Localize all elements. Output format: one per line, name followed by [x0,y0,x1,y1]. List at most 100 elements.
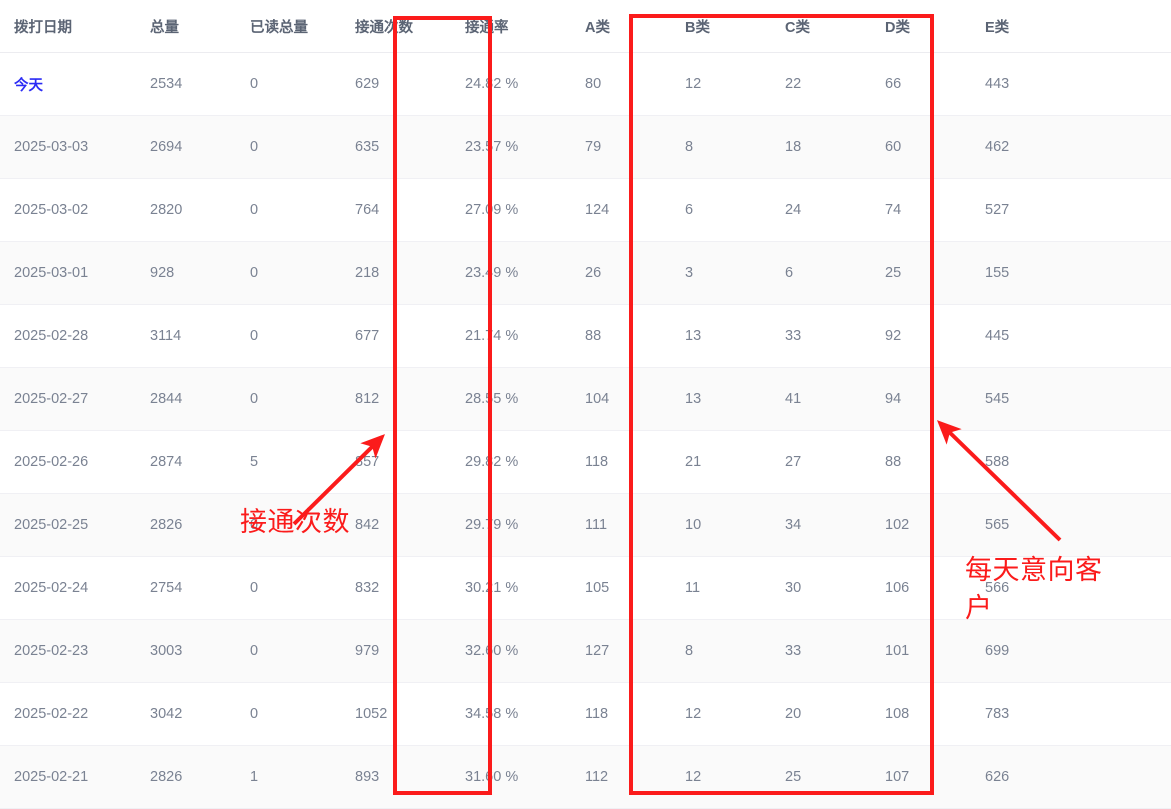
cell-date: 2025-02-25 [0,493,136,557]
cell-rate: 21.74 % [451,304,571,368]
cell-conn: 1052 [341,682,451,746]
cell-date: 2025-02-27 [0,367,136,431]
cell-b: 12 [671,52,771,116]
cell-conn: 629 [341,52,451,116]
cell-b: 3 [671,241,771,305]
cell-a: 79 [571,115,671,179]
cell-rate: 23.57 % [451,115,571,179]
table-row[interactable]: 2025-02-23 3003 0 979 32.60 % 127 8 33 101 699 [0,619,1171,683]
cell-a: 105 [571,556,671,620]
cell-c: 30 [771,556,871,620]
cell-a: 26 [571,241,671,305]
cell-b: 8 [671,115,771,179]
table-row[interactable]: 2025-03-01 928 0 218 23.49 % 26 3 6 25 155 [0,241,1171,305]
cell-conn: 218 [341,241,451,305]
cell-read: 0 [236,115,341,179]
cell-b: 13 [671,304,771,368]
cell-read: 5 [236,430,341,494]
cell-date: 2025-02-21 [0,745,136,809]
cell-b: 10 [671,493,771,557]
cell-total: 3114 [136,304,236,368]
cell-e: 462 [971,115,1171,179]
table-row[interactable]: 2025-02-22 3042 0 1052 34.58 % 118 12 20 108 783 [0,682,1171,746]
cell-c: 18 [771,115,871,179]
cell-b: 6 [671,178,771,242]
cell-total: 3042 [136,682,236,746]
cell-c: 27 [771,430,871,494]
cell-e: 566 [971,556,1171,620]
cell-conn: 677 [341,304,451,368]
table-row[interactable]: 2025-02-24 2754 0 832 30.21 % 105 11 30 106 566 [0,556,1171,620]
cell-date: 2025-03-02 [0,178,136,242]
cell-d: 102 [871,493,971,557]
cell-b: 13 [671,367,771,431]
cell-rate: 29.79 % [451,493,571,557]
cell-e: 545 [971,367,1171,431]
cell-read: 1 [236,745,341,809]
cell-d: 106 [871,556,971,620]
cell-d: 25 [871,241,971,305]
column-header-class-b[interactable]: B类 [671,0,771,53]
cell-total: 2534 [136,52,236,116]
cell-read: 0 [236,619,341,683]
cell-conn: 832 [341,556,451,620]
cell-a: 80 [571,52,671,116]
column-header-class-e[interactable]: E类 [971,0,1171,53]
cell-rate: 24.82 % [451,52,571,116]
column-header-read[interactable]: 已读总量 [236,0,341,53]
cell-a: 104 [571,367,671,431]
cell-rate: 29.82 % [451,430,571,494]
cell-b: 21 [671,430,771,494]
cell-conn: 893 [341,745,451,809]
cell-read: 0 [236,682,341,746]
cell-read: 0 [236,52,341,116]
cell-d: 74 [871,178,971,242]
column-header-date[interactable]: 拨打日期 [0,0,136,53]
cell-e: 445 [971,304,1171,368]
cell-c: 34 [771,493,871,557]
cell-read: 0 [236,493,341,557]
cell-rate: 28.55 % [451,367,571,431]
cell-b: 12 [671,682,771,746]
cell-d: 101 [871,619,971,683]
column-header-connect-rate[interactable]: 接通率 [451,0,571,53]
table-row[interactable]: 今天 2534 0 629 24.82 % 80 12 22 66 443 [0,52,1171,116]
cell-b: 12 [671,745,771,809]
column-header-total[interactable]: 总量 [136,0,236,53]
table-row[interactable]: 2025-03-03 2694 0 635 23.57 % 79 8 18 60 462 [0,115,1171,179]
table-row[interactable]: 2025-03-02 2820 0 764 27.09 % 124 6 24 74 527 [0,178,1171,242]
cell-total: 2826 [136,745,236,809]
table-row[interactable]: 2025-02-28 3114 0 677 21.74 % 88 13 33 92 445 [0,304,1171,368]
cell-conn: 842 [341,493,451,557]
cell-rate: 32.60 % [451,619,571,683]
table-row[interactable]: 2025-02-25 2826 0 842 29.79 % 111 10 34 102 565 [0,493,1171,557]
cell-total: 928 [136,241,236,305]
column-header-class-d[interactable]: D类 [871,0,971,53]
column-header-connected-count[interactable]: 接通次数 [341,0,451,53]
column-header-class-a[interactable]: A类 [571,0,671,53]
table-row[interactable]: 2025-02-21 2826 1 893 31.60 % 112 12 25 107 626 [0,745,1171,809]
cell-date: 2025-03-03 [0,115,136,179]
cell-d: 94 [871,367,971,431]
cell-e: 155 [971,241,1171,305]
cell-d: 88 [871,430,971,494]
cell-rate: 27.09 % [451,178,571,242]
cell-c: 24 [771,178,871,242]
cell-a: 88 [571,304,671,368]
table-header-row: 拨打日期 总量 已读总量 接通次数 接通率 A类 B类 C类 D类 E类 [0,0,1171,53]
cell-e: 443 [971,52,1171,116]
cell-d: 107 [871,745,971,809]
cell-e: 565 [971,493,1171,557]
cell-date: 今天 [0,52,136,116]
cell-c: 41 [771,367,871,431]
table-row[interactable]: 2025-02-26 2874 5 857 29.82 % 118 21 27 88 588 [0,430,1171,494]
cell-conn: 635 [341,115,451,179]
cell-d: 108 [871,682,971,746]
cell-c: 33 [771,619,871,683]
cell-a: 127 [571,619,671,683]
column-header-class-c[interactable]: C类 [771,0,871,53]
table-header: 拨打日期 总量 已读总量 接通次数 接通率 A类 B类 C类 D类 E类 [0,0,1171,53]
cell-date: 2025-02-23 [0,619,136,683]
table-row[interactable]: 2025-02-27 2844 0 812 28.55 % 104 13 41 94 545 [0,367,1171,431]
